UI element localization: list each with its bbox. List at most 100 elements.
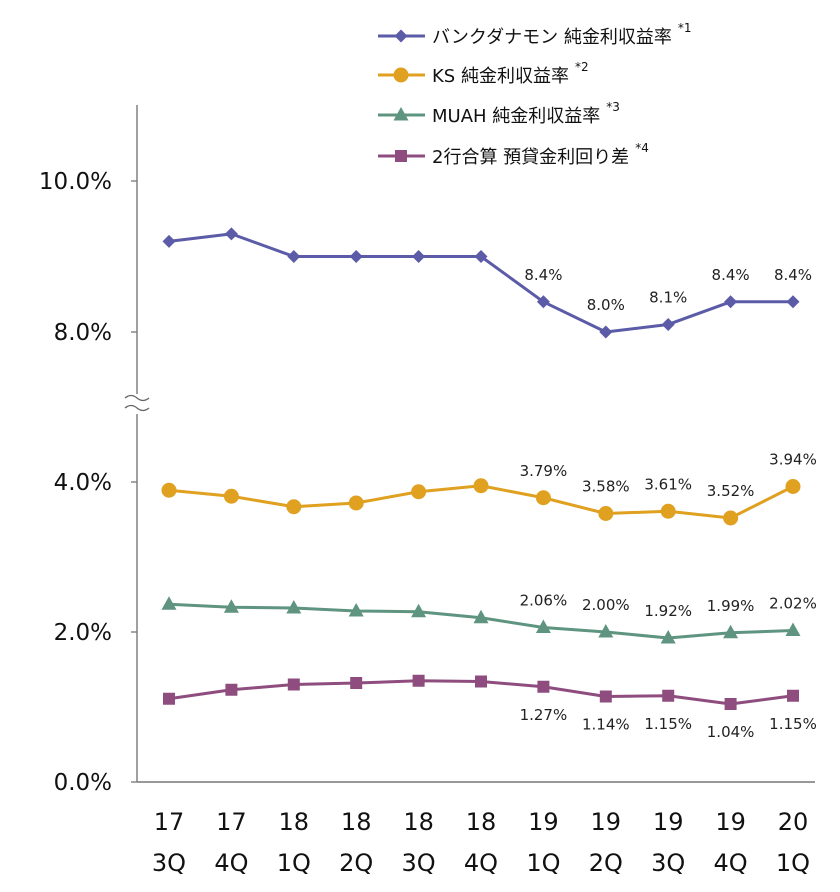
y-tick-label-1: 8.0% bbox=[54, 320, 112, 346]
data-label-s1-7: 3.58% bbox=[582, 478, 630, 496]
x-tick-label-year-9: 19 bbox=[715, 808, 746, 836]
legend: バンクダナモン 純金利収益率 *1 KS 純金利収益率 *2 MUAH 純金利収益率 *3… bbox=[378, 21, 692, 168]
series-0-point-0 bbox=[162, 234, 176, 248]
data-label-s1-10: 3.94% bbox=[769, 451, 817, 469]
series-lines bbox=[161, 227, 801, 710]
series-0-point-8 bbox=[661, 317, 675, 331]
data-label-s2-6: 2.06% bbox=[520, 592, 568, 610]
x-tick-label-quarter-3: 2Q bbox=[339, 849, 373, 877]
data-label-s1-6: 3.79% bbox=[520, 462, 568, 480]
series-2-point-5 bbox=[473, 609, 489, 624]
series-1-point-1 bbox=[223, 488, 239, 504]
axis-break bbox=[123, 394, 151, 414]
data-label-s1-8: 3.61% bbox=[644, 475, 692, 493]
x-tick-label-year-1: 17 bbox=[216, 808, 247, 836]
x-tick-label-year-3: 18 bbox=[341, 808, 372, 836]
y-tick-label-3: 2.0% bbox=[54, 620, 112, 646]
series-3-point-6 bbox=[537, 680, 550, 693]
data-label-s3-7: 1.14% bbox=[582, 716, 630, 734]
legend-swatch-marker-2 bbox=[393, 107, 409, 121]
data-label-s2-7: 2.00% bbox=[582, 596, 630, 614]
legend-swatch-marker-1 bbox=[393, 67, 409, 83]
axis-break-gap bbox=[123, 394, 151, 414]
x-tick-label-quarter-0: 3Q bbox=[152, 849, 186, 877]
y-tick-label-2: 4.0% bbox=[54, 470, 112, 496]
x-tick-label-quarter-8: 3Q bbox=[651, 849, 685, 877]
series-1-point-5 bbox=[473, 478, 489, 494]
series-2-point-4 bbox=[411, 603, 427, 618]
series-3-point-4 bbox=[412, 674, 425, 687]
data-label-s1-9: 3.52% bbox=[707, 482, 755, 500]
series-3-point-8 bbox=[662, 689, 675, 702]
x-tick-label-year-5: 18 bbox=[466, 808, 497, 836]
data-label-s2-10: 2.02% bbox=[769, 595, 817, 613]
data-label-s0-6: 8.4% bbox=[524, 266, 562, 284]
x-tick-label-year-0: 17 bbox=[154, 808, 185, 836]
x-tick-label-year-7: 19 bbox=[591, 808, 622, 836]
series-0 bbox=[162, 227, 800, 339]
legend-note-0: *1 bbox=[678, 21, 692, 35]
series-0-point-4 bbox=[412, 250, 426, 263]
legend-label-0: バンクダナモン 純金利収益率 bbox=[432, 27, 672, 48]
legend-label-3: 2行合算 預貸金利回り差 bbox=[432, 147, 629, 168]
legend-note-1: *2 bbox=[575, 60, 589, 74]
series-3-point-5 bbox=[475, 675, 487, 688]
series-0-point-10 bbox=[786, 295, 800, 309]
data-labels: 8.4% 8.0% 8.1% 8.4% 8.4% 3.79% 3.58% 3.61% 3.52%… bbox=[520, 266, 817, 741]
series-3 bbox=[163, 674, 799, 710]
data-label-s3-6: 1.27% bbox=[520, 706, 568, 724]
series-1-point-9 bbox=[723, 510, 739, 526]
series-1-point-0 bbox=[161, 482, 177, 498]
data-label-s3-10: 1.15% bbox=[769, 715, 817, 733]
x-tick-label-quarter-9: 4Q bbox=[714, 849, 748, 877]
axis-break-wave-bottom bbox=[124, 404, 150, 412]
series-3-point-2 bbox=[287, 678, 300, 691]
data-label-s2-8: 1.92% bbox=[644, 602, 692, 620]
series-3-point-10 bbox=[787, 689, 799, 702]
data-label-s2-9: 1.99% bbox=[707, 597, 755, 615]
series-3-point-1 bbox=[225, 683, 238, 696]
series-2 bbox=[161, 596, 801, 644]
series-1-point-4 bbox=[411, 484, 427, 500]
series-2-point-3 bbox=[348, 603, 364, 617]
x-tick-label-year-10: 20 bbox=[778, 808, 809, 836]
series-2-point-7 bbox=[598, 624, 614, 638]
legend-item-2: MUAH 純金利収益率 *3 bbox=[378, 100, 620, 127]
series-1-point-6 bbox=[535, 490, 551, 506]
series-1-point-2 bbox=[286, 499, 302, 515]
data-label-s0-8: 8.1% bbox=[649, 288, 687, 306]
legend-item-1: KS 純金利収益率 *2 bbox=[378, 60, 589, 87]
series-3-point-9 bbox=[724, 698, 737, 710]
x-tick-label-year-2: 18 bbox=[279, 808, 310, 836]
data-label-s0-9: 8.4% bbox=[712, 266, 750, 284]
series-2-point-6 bbox=[535, 619, 551, 633]
axes: 10.0% 8.0% 4.0% 2.0% 0.0% 17 3Q 17 4Q 18 1Q 18 2Q 18 3… bbox=[39, 105, 815, 877]
data-label-s3-8: 1.15% bbox=[644, 715, 692, 733]
x-tick-label-quarter-5: 4Q bbox=[464, 849, 498, 877]
legend-swatch-marker-0 bbox=[394, 29, 408, 43]
x-tick-label-quarter-1: 4Q bbox=[214, 849, 248, 877]
series-2-point-9 bbox=[723, 624, 739, 639]
legend-swatch-marker-3 bbox=[395, 150, 407, 162]
legend-label-1: KS 純金利収益率 bbox=[432, 66, 569, 87]
series-1-point-7 bbox=[598, 506, 614, 521]
series-0-point-3 bbox=[349, 250, 363, 263]
series-0-point-1 bbox=[224, 227, 238, 241]
y-tick-label-4: 0.0% bbox=[54, 770, 112, 796]
series-0-point-6 bbox=[536, 295, 550, 309]
y-tick-label-0: 10.0% bbox=[39, 169, 112, 195]
series-1-point-10 bbox=[785, 479, 801, 494]
series-0-point-7 bbox=[599, 325, 613, 339]
series-1 bbox=[161, 478, 801, 526]
data-label-s0-7: 8.0% bbox=[587, 296, 625, 314]
x-tick-label-quarter-4: 3Q bbox=[402, 849, 436, 877]
x-tick-label-quarter-7: 2Q bbox=[589, 849, 623, 877]
series-0-point-5 bbox=[474, 250, 488, 263]
series-1-point-8 bbox=[660, 503, 676, 519]
series-2-point-1 bbox=[223, 599, 239, 613]
data-label-s0-10: 8.4% bbox=[774, 266, 812, 284]
x-tick-label-quarter-10: 1Q bbox=[776, 849, 810, 877]
x-tick-label-year-6: 19 bbox=[528, 808, 559, 836]
series-3-point-3 bbox=[350, 677, 363, 689]
